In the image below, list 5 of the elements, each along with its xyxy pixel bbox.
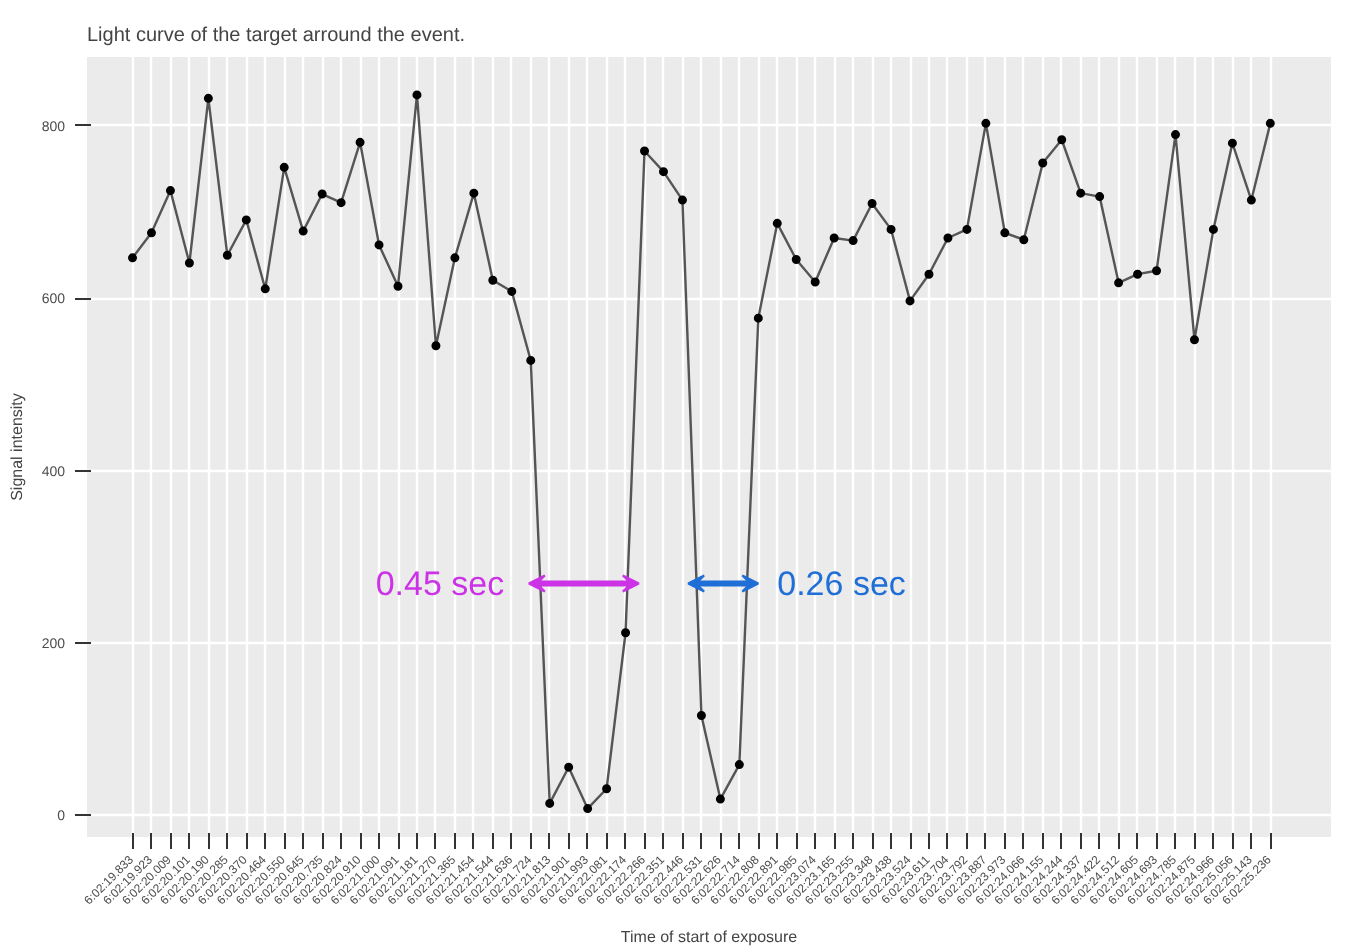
annotation: 0.45 sec (375, 564, 506, 603)
chart-title: Light curve of the target arround the event. (87, 25, 466, 47)
annotation: 0.26 sec (777, 564, 907, 603)
x-axis-title: Time of start of exposure (620, 928, 799, 947)
y-axis-title: Signal intensity (7, 393, 26, 501)
